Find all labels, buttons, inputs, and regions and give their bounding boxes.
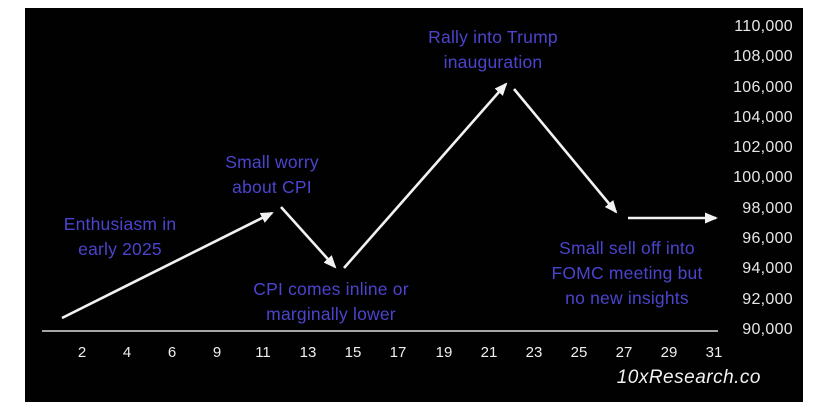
x-tick-label: 25 [570,344,588,361]
x-tick-label: 13 [299,344,317,361]
y-tick-label: 96,000 [742,230,793,247]
y-tick-label: 94,000 [742,260,793,277]
x-tick-label: 4 [122,344,132,361]
x-tick-label: 2 [77,344,87,361]
annotation-small-worry-cpi: Small worry about CPI [225,152,319,197]
annotation-cpi-inline: CPI comes inline or marginally lower [253,279,409,324]
x-tick-label: 9 [212,344,222,361]
y-tick-label: 106,000 [733,79,793,96]
x-tick-label: 17 [389,344,407,361]
x-tick-label: 15 [344,344,362,361]
y-tick-label: 100,000 [733,169,793,186]
x-tick-label: 31 [705,344,723,361]
y-tick-label: 92,000 [742,291,793,308]
y-tick-label: 102,000 [733,139,793,156]
x-tick-label: 27 [615,344,633,361]
y-tick-label: 110,000 [734,18,793,35]
x-tick-label: 19 [435,344,453,361]
x-tick-label: 11 [255,344,271,361]
y-tick-label: 98,000 [742,200,793,217]
x-tick-label: 21 [480,344,498,361]
annotation-fomc-selloff: Small sell off into FOMC meeting but no … [551,238,703,308]
y-tick-label: 104,000 [733,109,793,126]
chart-panel [25,8,803,402]
watermark: 10xResearch.co [616,367,761,388]
annotation-rally-trump: Rally into Trump inauguration [428,27,558,72]
y-tick-label: 108,000 [733,48,793,65]
y-tick-label: 90,000 [742,321,793,338]
x-tick-label: 6 [167,344,177,361]
x-tick-label: 29 [660,344,678,361]
annotation-enthusiasm: Enthusiasm in early 2025 [63,214,177,259]
x-tick-label: 23 [525,344,543,361]
